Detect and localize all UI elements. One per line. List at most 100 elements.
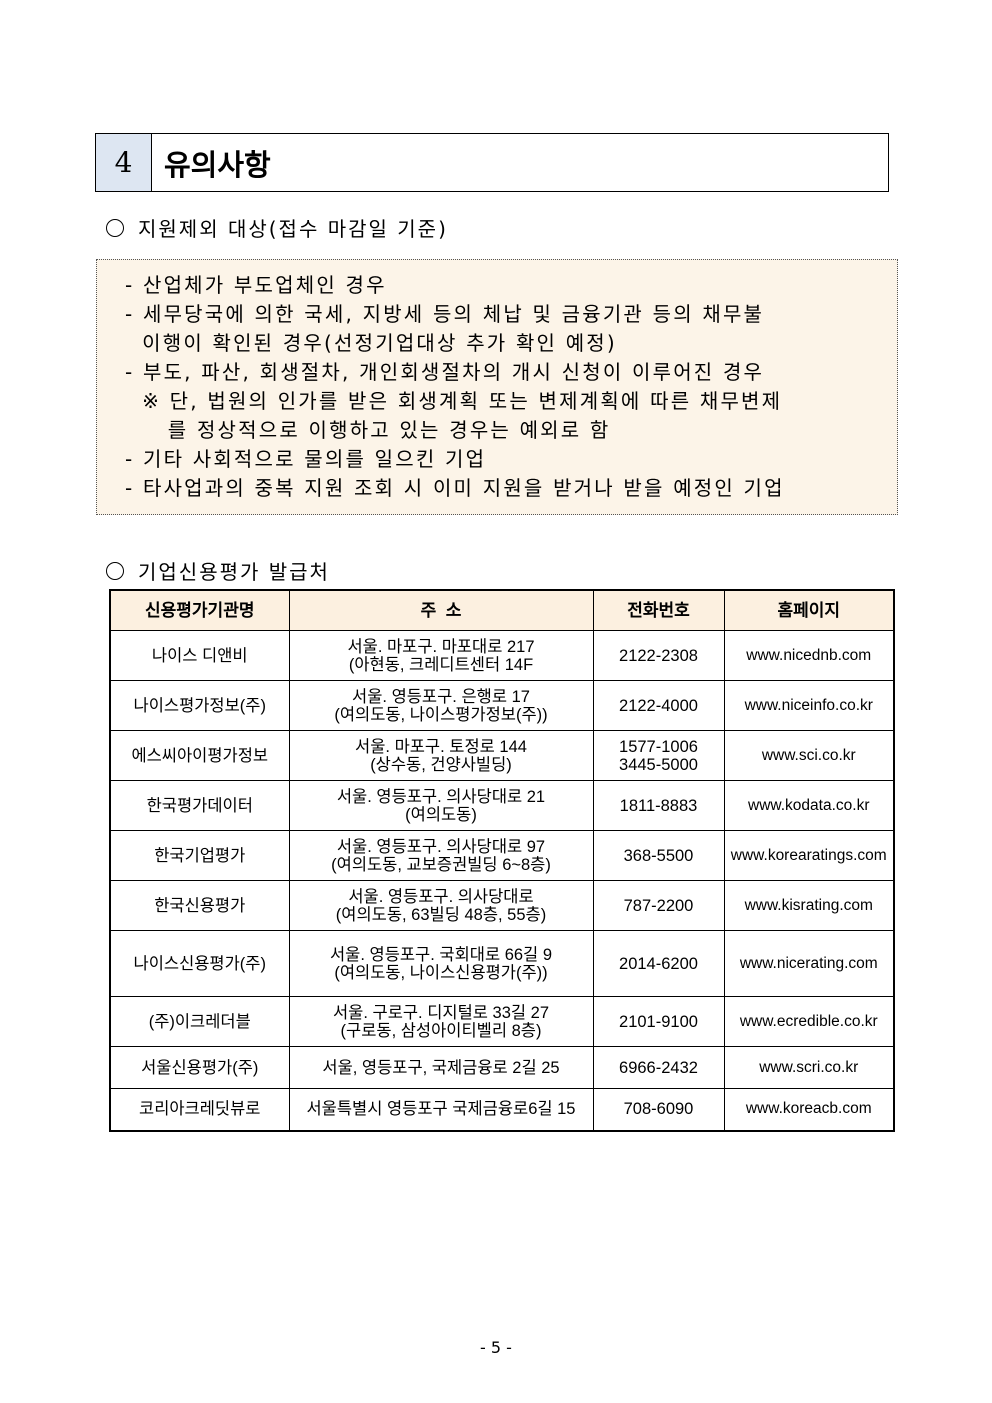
agency-address: 서울, 영등포구, 국제금융로 2길 25: [288, 1046, 594, 1089]
agency-homepage: www.nicerating.com: [723, 930, 895, 997]
phone-line: 2122-4000: [619, 696, 698, 715]
exclusion-heading: 지원제외 대상(접수 마감일 기준): [106, 213, 448, 242]
agency-phone: 2101-9100: [592, 996, 725, 1047]
phone-line: 6966-2432: [619, 1058, 698, 1077]
agency-name: 코리아크레딧뷰로: [109, 1088, 290, 1131]
agency-homepage: www.korearatings.com: [723, 830, 895, 881]
exclusion-line: 를 정상적으로 이행하고 있는 경우는 예외로 함: [125, 418, 611, 442]
phone-line: 708-6090: [623, 1100, 694, 1119]
agency-phone: 2014-6200: [592, 930, 725, 997]
agency-homepage: www.ecredible.co.kr: [723, 996, 895, 1047]
column-header: 홈페이지: [723, 589, 895, 631]
agency-address: 서울. 영등포구. 의사당대로 97 (여의도동, 교보증권빌딩 6~8층): [288, 830, 594, 881]
exclusion-line: - 세무당국에 의한 국세, 지방세 등의 체납 및 금융기관 등의 채무불: [125, 302, 765, 326]
exclusion-line: - 부도, 파산, 회생절차, 개인회생절차의 개시 신청이 이루어진 경우: [125, 360, 765, 384]
agency-name: 한국신용평가: [109, 880, 290, 931]
agency-address: 서울. 영등포구. 국회대로 66길 9 (여의도동, 나이스신용평가(주)): [288, 930, 594, 997]
table-row: 나이스신용평가(주) 서울. 영등포구. 국회대로 66길 9 (여의도동, 나이스…: [109, 930, 895, 997]
phone-line: 2122-2308: [619, 646, 698, 665]
exclusion-line: 이행이 확인된 경우(선정기업대상 추가 확인 예정): [125, 331, 617, 355]
agency-name: 한국평가데이터: [109, 780, 290, 831]
agency-address: 서울특별시 영등포구 국제금융로6길 15: [288, 1088, 594, 1131]
address-line: 서울. 영등포구. 의사당대로 97: [336, 837, 546, 856]
address-line: 서울. 영등포구. 의사당대로 21: [336, 787, 546, 806]
circle-bullet-icon: [106, 561, 124, 580]
column-header: 주 소: [288, 589, 594, 631]
agency-address: 서울. 마포구. 토정로 144 (상수동, 건양사빌딩): [288, 730, 594, 781]
phone-line: 368-5500: [623, 846, 694, 865]
agency-name: (주)이크레더블: [109, 996, 290, 1047]
address-line: (여의도동): [405, 805, 477, 824]
table-row: 나이스 디앤비 서울. 마포구. 마포대로 217 (아현동, 크레디트센터 14F…: [109, 630, 895, 681]
agency-phone: 2122-4000: [592, 680, 725, 731]
table-row: (주)이크레더블 서울. 구로구. 디지털로 33길 27 (구로동, 삼성아이티벨…: [109, 996, 895, 1047]
agency-address: 서울. 영등포구. 은행로 17 (여의도동, 나이스평가정보(주)): [288, 680, 594, 731]
exclusion-line: ※ 단, 법원의 인가를 받은 회생계획 또는 변제계획에 따른 채무변제: [125, 389, 783, 413]
agency-homepage: www.nicednb.com: [723, 630, 895, 681]
address-line: (아현동, 크레디트센터 14F: [348, 655, 534, 674]
section-header: 4 유의사항: [95, 133, 889, 192]
table-row: 한국신용평가 서울. 영등포구. 의사당대로 (여의도동, 63빌딩 48층, 55…: [109, 880, 895, 931]
section-title: 유의사항: [164, 147, 271, 182]
address-line: 서울. 구로구. 디지털로 33길 27: [332, 1003, 549, 1022]
exclusion-box: - 산업체가 부도업체인 경우 - 세무당국에 의한 국세, 지방세 등의 체납 …: [96, 259, 898, 515]
agency-name: 한국기업평가: [109, 830, 290, 881]
table-row: 한국기업평가 서울. 영등포구. 의사당대로 97 (여의도동, 교보증권빌딩 6~…: [109, 830, 895, 881]
exclusion-line: - 타사업과의 중복 지원 조회 시 이미 지원을 받거나 받을 예정인 기업: [125, 476, 785, 500]
agency-phone: 1577-1006 3445-5000: [592, 730, 725, 781]
address-line: (구로동, 삼성아이티벨리 8층): [340, 1021, 542, 1040]
agency-phone: 1811-8883: [592, 780, 725, 831]
page-number: - 5 -: [480, 1338, 512, 1357]
agencies-heading: 기업신용평가 발급처: [106, 556, 330, 585]
agency-homepage: www.kisrating.com: [723, 880, 895, 931]
address-line: (여의도동, 63빌딩 48층, 55층): [335, 905, 547, 924]
agency-address: 서울. 구로구. 디지털로 33길 27 (구로동, 삼성아이티벨리 8층): [288, 996, 594, 1047]
agency-homepage: www.scri.co.kr: [723, 1046, 895, 1089]
agency-homepage: www.sci.co.kr: [723, 730, 895, 781]
agency-homepage: www.niceinfo.co.kr: [723, 680, 895, 731]
exclusion-line: - 산업체가 부도업체인 경우: [125, 273, 387, 297]
agency-name: 서울신용평가(주): [109, 1046, 290, 1089]
agency-phone: 708-6090: [592, 1088, 725, 1131]
agencies-table: 신용평가기관명 주 소 전화번호 홈페이지 나이스 디앤비 서울. 마포구. 마포대로 …: [109, 589, 895, 1132]
address-line: 서울. 영등포구. 은행로 17: [352, 687, 530, 706]
agencies-heading-text: 기업신용평가 발급처: [138, 560, 330, 584]
address-line: 서울, 영등포구, 국제금융로 2길 25: [322, 1058, 560, 1077]
phone-line: 1811-8883: [619, 796, 698, 815]
agency-name: 에스씨아이평가정보: [109, 730, 290, 781]
address-line: 서울. 영등포구. 의사당대로: [348, 887, 534, 906]
column-header: 신용평가기관명: [109, 589, 290, 631]
phone-line: 2014-6200: [619, 954, 698, 973]
agency-homepage: www.kodata.co.kr: [723, 780, 895, 831]
agency-homepage: www.koreacb.com: [723, 1088, 895, 1131]
agency-phone: 368-5500: [592, 830, 725, 881]
circle-bullet-icon: [106, 218, 124, 237]
agency-address: 서울. 영등포구. 의사당대로 21 (여의도동): [288, 780, 594, 831]
address-line: 서울특별시 영등포구 국제금융로6길 15: [306, 1100, 576, 1119]
table-row: 나이스평가정보(주) 서울. 영등포구. 은행로 17 (여의도동, 나이스평가정보…: [109, 680, 895, 731]
address-line: (상수동, 건양사빌딩): [370, 755, 512, 774]
address-line: (여의도동, 나이스평가정보(주)): [334, 705, 548, 724]
table-row: 서울신용평가(주) 서울, 영등포구, 국제금융로 2길 25 6966-2432 w…: [109, 1046, 895, 1089]
agency-address: 서울. 영등포구. 의사당대로 (여의도동, 63빌딩 48층, 55층): [288, 880, 594, 931]
agency-name: 나이스신용평가(주): [109, 930, 290, 997]
phone-line: 3445-5000: [619, 755, 698, 774]
agency-name: 나이스 디앤비: [109, 630, 290, 681]
address-line: 서울. 마포구. 토정로 144: [355, 737, 527, 756]
phone-line: 2101-9100: [619, 1012, 698, 1031]
table-row: 한국평가데이터 서울. 영등포구. 의사당대로 21 (여의도동) 1811-8883…: [109, 780, 895, 831]
table-row: 에스씨아이평가정보 서울. 마포구. 토정로 144 (상수동, 건양사빌딩) 157…: [109, 730, 895, 781]
address-line: 서울. 마포구. 마포대로 217: [347, 637, 535, 656]
section-number: 4: [96, 134, 152, 191]
agency-phone: 6966-2432: [592, 1046, 725, 1089]
agency-name: 나이스평가정보(주): [109, 680, 290, 731]
agency-address: 서울. 마포구. 마포대로 217 (아현동, 크레디트센터 14F: [288, 630, 594, 681]
column-header: 전화번호: [592, 589, 725, 631]
agency-phone: 787-2200: [592, 880, 725, 931]
agency-phone: 2122-2308: [592, 630, 725, 681]
exclusion-heading-text: 지원제외 대상(접수 마감일 기준): [138, 217, 448, 241]
phone-line: 1577-1006: [619, 737, 698, 756]
address-line: (여의도동, 교보증권빌딩 6~8층): [331, 855, 551, 874]
phone-line: 787-2200: [623, 896, 694, 915]
